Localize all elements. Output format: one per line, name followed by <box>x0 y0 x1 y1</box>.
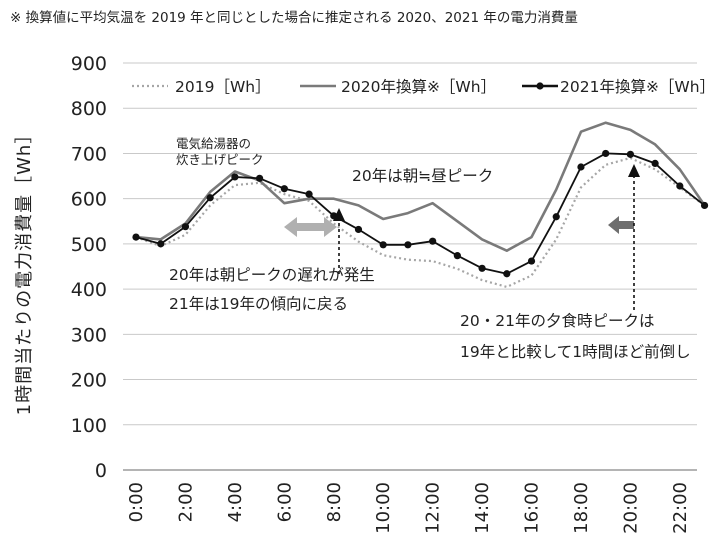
x-tick-label: 10:00 <box>373 482 394 534</box>
legend-label: 2021年換算※［Wh］ <box>560 77 715 96</box>
annotation-noon-peak: 20年は朝≒昼ピーク <box>352 167 493 185</box>
series-line <box>135 156 706 288</box>
data-point <box>453 252 461 260</box>
legend: 2019［Wh］ 2020年換算※［Wh］ 2021年換算※［Wh］ <box>132 77 715 96</box>
series-layer <box>135 121 706 288</box>
y-tick-label: 200 <box>71 370 107 392</box>
data-point <box>231 173 239 181</box>
data-point <box>181 223 190 231</box>
series-line <box>135 152 706 275</box>
arrowhead-icon <box>628 164 640 177</box>
data-point <box>404 241 412 249</box>
data-point <box>429 237 437 245</box>
y-tick-label: 100 <box>71 415 107 437</box>
y-axis-title: 1時間当たりの電力消費量［Wh］ <box>14 125 35 416</box>
x-tick-label: 18:00 <box>571 482 592 534</box>
y-tick-label: 800 <box>71 98 107 120</box>
data-point <box>478 264 486 272</box>
y-tick-label: 900 <box>71 53 107 75</box>
data-point <box>700 201 709 210</box>
marker-layer <box>132 149 709 278</box>
data-point <box>354 225 363 234</box>
annotation-morning-delay: 20年は朝ピークの遅れが発生 <box>169 266 375 284</box>
annotation-water-heater: 炊き上げピーク <box>176 152 264 167</box>
x-tick-label: 20:00 <box>620 482 641 534</box>
x-tick-label: 8:00 <box>324 482 345 522</box>
double-arrow-icon <box>284 217 337 237</box>
legend-marker <box>536 82 544 90</box>
y-tick-label: 600 <box>71 189 107 211</box>
data-point <box>256 174 264 182</box>
x-tick-label: 12:00 <box>423 482 444 534</box>
footnote: ※ 換算値に平均気温を 2019 年と同じとした場合に推定される 2020、20… <box>10 10 578 26</box>
annotation-evening-peak: 20・21年の夕食時ピークは <box>460 312 654 330</box>
y-tick-label: 300 <box>71 324 107 346</box>
y-tick-label: 700 <box>71 143 107 165</box>
data-point <box>503 270 511 278</box>
x-tick-label: 22:00 <box>670 482 691 534</box>
annotation-evening-peak: 19年と比較して1時間ほど前倒し <box>460 343 691 361</box>
legend-label: 2020年換算※［Wh］ <box>341 77 496 96</box>
x-tick-label: 6:00 <box>274 482 295 522</box>
data-point <box>305 190 313 198</box>
data-point <box>379 241 387 249</box>
arrowhead-icon <box>333 208 345 221</box>
y-tick-label: 500 <box>71 234 107 256</box>
left-arrow-icon <box>608 216 634 234</box>
x-tick-label: 14:00 <box>472 482 493 534</box>
legend-label: 2019［Wh］ <box>175 78 271 96</box>
axis-layer: 0 100 200 300 400 500 600 700 800 900 0:00 2:00 4:00… <box>14 53 697 534</box>
data-point <box>676 182 684 190</box>
y-tick-label: 400 <box>71 279 107 301</box>
data-point <box>280 185 288 193</box>
x-tick-label: 0:00 <box>126 482 147 522</box>
annotation-water-heater: 電気給湯器の <box>176 136 251 151</box>
data-point <box>602 149 610 158</box>
series-line <box>135 121 706 252</box>
annotation-morning-delay: 21年は19年の傾向に戻る <box>169 295 348 313</box>
data-point <box>552 213 560 221</box>
data-point <box>577 163 585 171</box>
y-tick-label: 0 <box>95 460 107 482</box>
data-point <box>527 257 536 265</box>
data-point <box>206 194 214 202</box>
data-point <box>132 233 140 241</box>
data-point <box>626 150 635 158</box>
x-tick-label: 2:00 <box>175 482 196 522</box>
data-point <box>157 240 165 248</box>
x-tick-label: 16:00 <box>522 482 543 534</box>
data-point <box>651 159 659 167</box>
x-tick-label: 4:00 <box>225 482 246 522</box>
